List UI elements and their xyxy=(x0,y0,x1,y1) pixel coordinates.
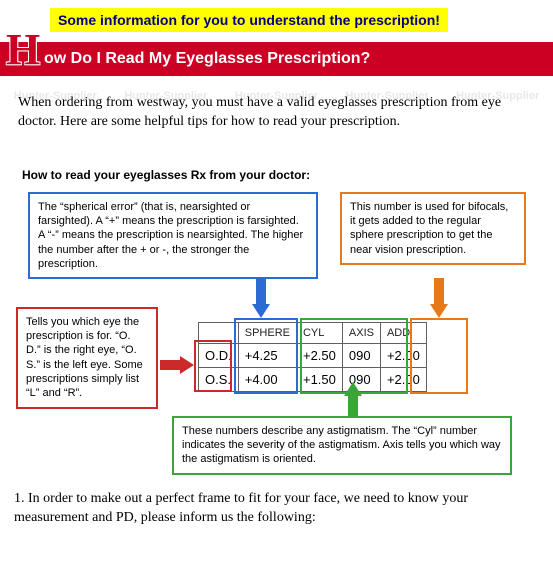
callout-sphere: The “spherical error” (that is, nearsigh… xyxy=(28,192,318,279)
callout-add: This number is used for bifocals, it get… xyxy=(340,192,526,265)
cell-axis: 090 xyxy=(342,343,380,367)
red-header: H ow Do I Read My Eyeglasses Prescriptio… xyxy=(0,42,553,76)
cell-cyl: +1.50 xyxy=(296,367,342,391)
header-initial: H xyxy=(6,24,40,75)
callout-eye: Tells you which eye the prescription is … xyxy=(16,307,158,409)
table-row: O.S. +4.00 +1.50 090 +2.00 xyxy=(199,367,427,391)
cell-sphere: +4.00 xyxy=(238,367,296,391)
cell-add: +2.00 xyxy=(380,343,426,367)
th-blank xyxy=(199,322,239,343)
callout-cyl-axis: These numbers describe any astigmatism. … xyxy=(172,416,512,475)
th-sphere: SPHERE xyxy=(238,322,296,343)
closing-paragraph: 1. In order to make out a perfect frame … xyxy=(0,482,553,542)
cell-sphere: +4.25 xyxy=(238,343,296,367)
th-axis: AXIS xyxy=(342,322,380,343)
th-add: ADD xyxy=(380,322,426,343)
intro-paragraph: When ordering from westway, you must hav… xyxy=(0,76,553,142)
table-row: O.D. +4.25 +2.50 090 +2.00 xyxy=(199,343,427,367)
cell-axis: 090 xyxy=(342,367,380,391)
arrow-orange xyxy=(434,278,444,304)
cell-eye: O.S. xyxy=(199,367,239,391)
cell-cyl: +2.50 xyxy=(296,343,342,367)
header-rest: ow Do I Read My Eyeglasses Prescription? xyxy=(44,50,370,67)
rx-table: SPHERE CYL AXIS ADD O.D. +4.25 +2.50 090… xyxy=(198,322,427,392)
diagram-area: The “spherical error” (that is, nearsigh… xyxy=(0,192,553,482)
arrow-green xyxy=(348,396,358,416)
arrow-red xyxy=(160,360,180,370)
yellow-banner: Some information for you to understand t… xyxy=(50,8,448,32)
arrow-blue xyxy=(256,278,266,304)
cell-eye: O.D. xyxy=(199,343,239,367)
sub-heading: How to read your eyeglasses Rx from your… xyxy=(0,142,553,192)
th-cyl: CYL xyxy=(296,322,342,343)
cell-add: +2.00 xyxy=(380,367,426,391)
